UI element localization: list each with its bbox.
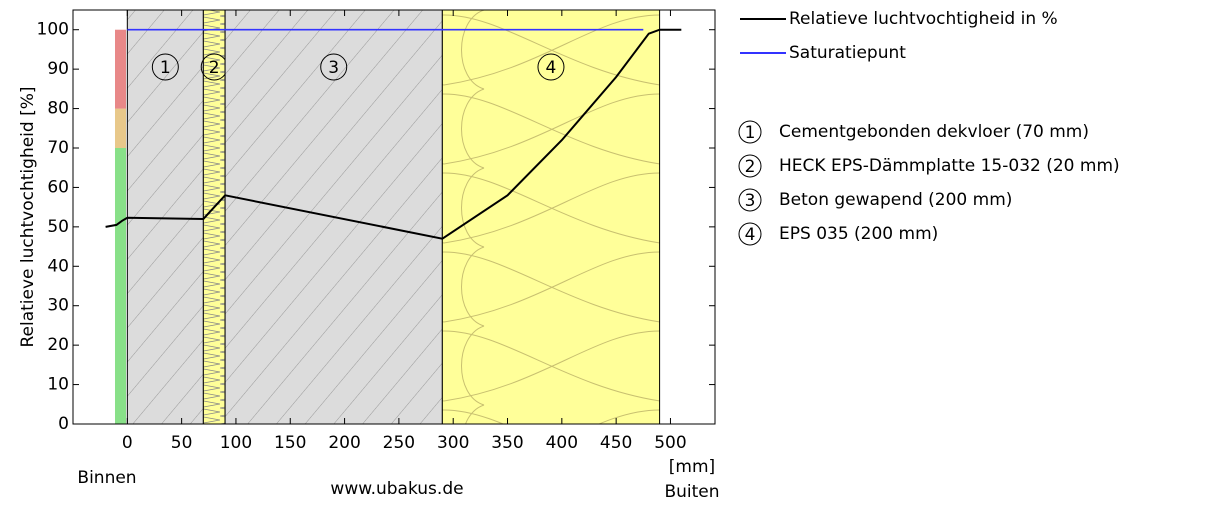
- legend-marker: [738, 154, 762, 178]
- layer: [441, 9, 661, 425]
- x-tick-label: 500: [654, 433, 686, 453]
- legend-marker: [738, 222, 762, 246]
- y-tick-label: 0: [58, 414, 69, 434]
- x-tick-label: 0: [122, 433, 133, 453]
- legend-label: Cementgebonden dekvloer (70 mm): [779, 122, 1089, 142]
- x-tick-label: 400: [546, 433, 578, 453]
- x-tick-label: 200: [328, 433, 360, 453]
- y-tick-label: 10: [47, 375, 69, 395]
- legend-number: 3: [745, 191, 756, 211]
- comfort-band: [115, 108, 126, 148]
- x-tick-label: 250: [383, 433, 415, 453]
- y-tick-label: 100: [37, 20, 69, 40]
- layer-marker: [320, 53, 348, 81]
- x-unit: [mm]: [669, 457, 715, 477]
- y-tick-label: 60: [47, 177, 69, 197]
- legend-marker: [738, 120, 762, 144]
- x-tick-label: 450: [600, 433, 632, 453]
- layer-number: 4: [546, 58, 557, 78]
- legend-label: EPS 035 (200 mm): [779, 224, 938, 244]
- y-tick-label: 70: [47, 138, 69, 158]
- legend-marker: [738, 188, 762, 212]
- layer-marker: [151, 53, 179, 81]
- x-tick-label: 300: [437, 433, 469, 453]
- y-tick-label: 50: [47, 217, 69, 237]
- legend-label: HECK EPS-Dämmplatte 15-032 (20 mm): [779, 156, 1120, 176]
- y-tick-label: 30: [47, 296, 69, 316]
- legend-label: Beton gewapend (200 mm): [779, 190, 1012, 210]
- layer-number: 3: [328, 58, 339, 78]
- x-tick-label: 100: [220, 433, 252, 453]
- y-tick-label: 20: [47, 335, 69, 355]
- y-axis-label: Relatieve luchtvochtigheid [%]: [18, 86, 38, 347]
- legend-number: 2: [745, 157, 756, 177]
- series-line: [105, 28, 682, 240]
- comfort-band: [115, 29, 126, 109]
- right-label: Buiten: [664, 482, 719, 501]
- legend-number: 4: [745, 225, 756, 245]
- layer-marker: [537, 53, 565, 81]
- legend-label: Saturatiepunt: [789, 43, 906, 63]
- x-tick-label: 150: [274, 433, 306, 453]
- plot-frame: [72, 9, 716, 425]
- y-tick-label: 40: [47, 256, 69, 276]
- x-tick-label: 350: [491, 433, 523, 453]
- legend-label: Relatieve luchtvochtigheid in %: [789, 9, 1058, 29]
- comfort-band: [115, 148, 126, 424]
- y-tick-label: 80: [47, 99, 69, 119]
- x-tick-label: 50: [171, 433, 193, 453]
- layer-number: 2: [209, 58, 220, 78]
- layer-number: 1: [160, 58, 171, 78]
- legend-number: 1: [745, 123, 756, 143]
- footer: www.ubakus.de: [330, 479, 463, 499]
- left-label: Binnen: [77, 468, 136, 488]
- y-tick-label: 90: [47, 59, 69, 79]
